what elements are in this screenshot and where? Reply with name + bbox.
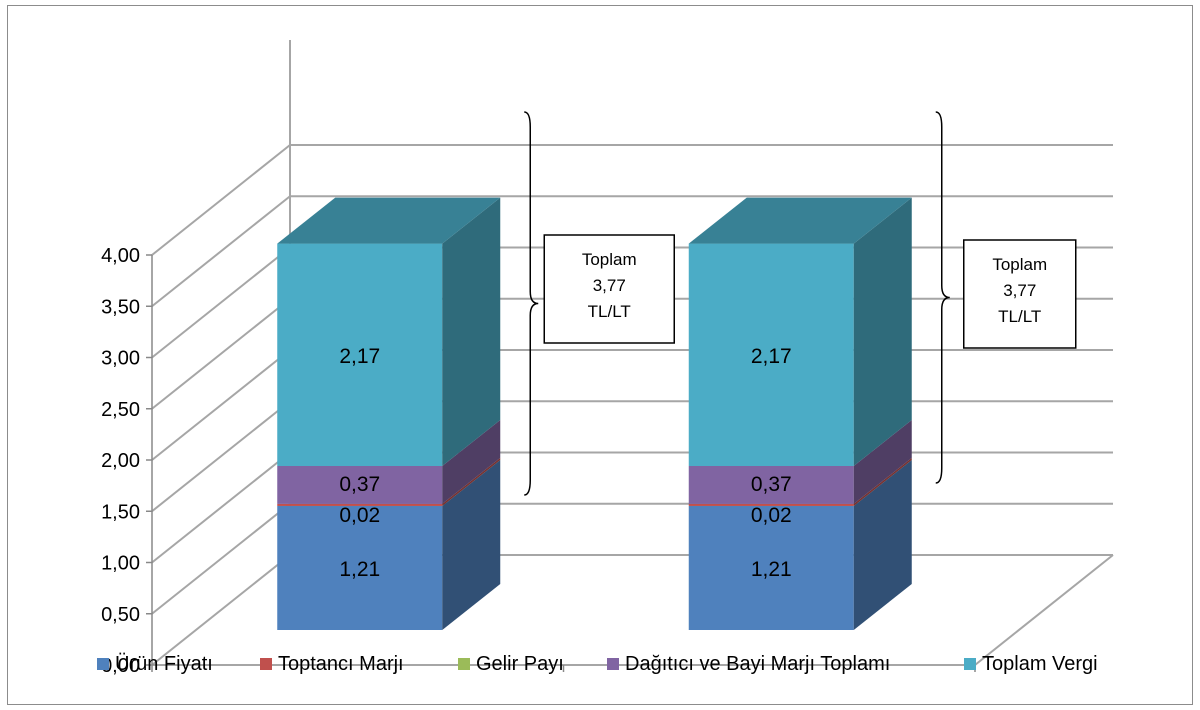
total-box-text: TL/LT [588,302,631,321]
total-box-text: 3,77 [1003,281,1036,300]
bar-segment-side [853,197,912,466]
gridline-wall [151,144,291,256]
data-labels: 1,21 0,02 0,37 2,17 1,21 0,02 0,37 2,17 [339,345,791,581]
y-tick-label: 0,50 [101,604,140,626]
y-tick-label: 3,00 [101,348,140,370]
bar-segment-side [442,459,501,630]
gridline-wall [151,195,291,308]
total-box-text: Toplam [582,250,637,269]
data-label: 2,17 [339,345,380,368]
y-tick-label: 2,00 [101,450,140,472]
bar-segment [688,466,854,504]
bar-segment [277,505,443,630]
y-tick-label: 0,00 [101,655,140,677]
gridline-wall [151,246,291,359]
y-tick-label: 3,50 [101,296,140,318]
data-label: 1,21 [751,558,792,581]
gridline-wall [151,502,291,615]
legend-swatch [607,658,619,670]
y-tick-label: 2,50 [101,399,140,421]
legend-swatch [97,658,109,670]
floor-right-edge [974,554,1114,666]
legend-swatch [260,658,272,670]
gridline-wall [151,451,291,564]
total-box [963,239,1077,349]
bar-top [688,197,912,244]
bar-segment-side [853,420,912,504]
data-label: 0,37 [751,473,792,496]
curly-brace [524,111,539,496]
bar-segment [688,503,854,506]
curly-brace [935,111,950,484]
bar-segment-side [442,457,501,506]
gridline-wall [151,297,291,410]
gridline-wall [151,400,291,513]
bar-segment [277,466,443,504]
legend-label: Gelir Payı [476,653,564,675]
total-box-text: TL/LT [998,307,1041,326]
data-label: 0,37 [339,473,380,496]
total-annotations: Toplam 3,77 TL/LT Toplam 3,77 TL/LT [524,111,1077,496]
legend-label: Toptancı Marjı [278,653,404,675]
data-label: 2,17 [751,345,792,368]
bar-segment-side [442,197,501,466]
legend: Ürün Fiyatı Toptancı Marjı Gelir Payı Dağıt… [97,653,1098,675]
legend-swatch [964,658,976,670]
gridline-wall [151,554,291,666]
legend-label: Ürün Fiyatı [115,653,213,675]
bar-segment-side [442,420,501,504]
chart-frame [7,5,1193,705]
data-label: 0,02 [751,504,792,527]
data-label: 0,02 [339,504,380,527]
y-tick-label: 1,00 [101,553,140,575]
y-tick-label: 1,50 [101,501,140,523]
bar-segment-side [853,459,912,630]
bar-segment [277,503,443,506]
bar-top [277,197,501,244]
bar-segment [277,243,443,466]
bars [277,197,912,630]
bar-segment [688,243,854,466]
legend-label: Toplam Vergi [982,653,1098,675]
total-box [543,234,675,344]
legend-swatch [458,658,470,670]
total-box-text: 3,77 [593,276,626,295]
data-label: 1,21 [339,558,380,581]
gridline-wall [151,349,291,461]
total-box-text: Toplam [992,255,1047,274]
bar-segment [688,505,854,630]
y-tick-label: 4,00 [101,245,140,267]
legend-label: Dağıtıcı ve Bayi Marjı Toplamı [625,653,890,675]
bar-segment-side [853,457,912,506]
